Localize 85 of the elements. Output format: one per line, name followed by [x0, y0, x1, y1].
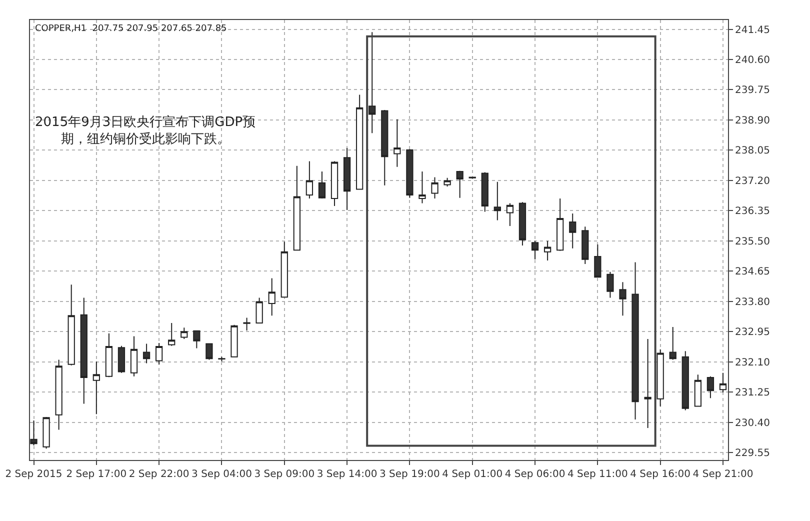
y-tick-label: 230.40: [735, 418, 770, 429]
candlestick: [418, 171, 426, 204]
y-tick-label: 232.95: [735, 327, 770, 338]
x-tick-label: 4 Sep 21:00: [692, 469, 754, 480]
candlestick: [481, 172, 488, 212]
candlestick: [518, 202, 526, 246]
y-tick-label: 241.45: [735, 24, 770, 36]
x-tick-label: 3 Sep 14:00: [316, 469, 378, 480]
candlestick: [92, 360, 100, 415]
candlestick: [406, 148, 414, 198]
y-tick-label: 239.75: [735, 85, 770, 96]
candlestick: [330, 160, 338, 207]
candlestick: [719, 372, 727, 393]
candlestick: [431, 176, 438, 200]
candlestick: [243, 317, 250, 332]
candlestick: [381, 109, 388, 186]
x-tick-label: 3 Sep 19:00: [380, 469, 440, 480]
candlestick: [682, 350, 689, 411]
candlestick: [318, 171, 326, 200]
y-tick-label: 237.20: [735, 176, 770, 187]
x-tick-label: 2 Sep 2015: [5, 469, 62, 480]
candlestick: [55, 359, 62, 430]
y-tick-label: 229.55: [735, 448, 770, 460]
y-tick-label: 238.05: [735, 146, 770, 157]
candlestick: [394, 118, 401, 168]
candlestick: [694, 374, 702, 407]
candlestick: [644, 338, 652, 428]
candlestick: [468, 176, 476, 180]
candlestick: [544, 240, 552, 261]
candlestick: [582, 226, 589, 265]
x-tick-label: 4 Sep 11:00: [567, 469, 628, 480]
candlestick: [632, 262, 639, 420]
candlestick: [142, 343, 150, 364]
candlestick: [656, 348, 664, 407]
candlestick: [506, 202, 514, 226]
candlestick: [118, 345, 126, 374]
y-tick-label: 234.65: [735, 266, 770, 278]
candlestick: [218, 356, 226, 362]
candlestick: [569, 213, 576, 249]
candlestick: [193, 330, 200, 349]
candlestick: [130, 336, 138, 377]
y-tick-label: 232.10: [735, 357, 770, 368]
candlestick: [531, 240, 539, 260]
y-tick-label: 233.80: [735, 296, 770, 308]
annotation: 2015年9月3日欧央行宣布下调GDP预期，纽约铜价受此影响下跌。: [35, 114, 256, 147]
candlestick: [42, 416, 50, 450]
y-tick-label: 236.35: [735, 206, 770, 218]
candlestick: [105, 332, 113, 378]
y-tick-label: 235.50: [735, 236, 770, 248]
candlestick: [293, 165, 300, 251]
candlestick: [669, 326, 676, 360]
x-tick-label: 4 Sep 01:00: [442, 469, 503, 480]
candlestick: [80, 297, 88, 404]
candlestick: [444, 177, 451, 187]
candlestick: [594, 244, 602, 278]
y-tick-label: 238.90: [735, 115, 770, 126]
x-tick-label: 4 Sep 06:00: [504, 469, 566, 480]
candlestick: [206, 342, 213, 360]
candlestick: [306, 160, 314, 200]
candlestick: [156, 342, 163, 365]
y-tick-label: 240.60: [735, 54, 770, 66]
candlestick: [368, 32, 376, 134]
candlestick: [356, 94, 364, 190]
candlestick: [494, 181, 501, 221]
y-tick-label: 231.25: [735, 388, 770, 399]
candlestick: [280, 241, 288, 298]
candlestick: [30, 420, 38, 446]
candlestick: [256, 297, 263, 324]
text: COPPER,H1 207.75 207.95 207.65 207.85: [35, 24, 227, 34]
candlestick: [268, 278, 276, 316]
candlestick: [343, 148, 351, 210]
candlestick: [706, 376, 714, 399]
x-tick-label: 3 Sep 04:00: [192, 469, 252, 480]
candlestick: [230, 324, 238, 358]
candlestick: [68, 284, 75, 366]
x-tick-label: 4 Sep 16:00: [630, 469, 691, 480]
x-tick-label: 2 Sep 22:00: [128, 469, 190, 480]
candlestick: [456, 170, 464, 198]
candlestick: [556, 198, 564, 252]
candlestick: [606, 271, 614, 298]
x-tick-label: 3 Sep 09:00: [254, 469, 315, 480]
candlestick: [619, 282, 626, 316]
candlestick: [168, 322, 176, 346]
x-tick-label: 2 Sep 17:00: [66, 469, 127, 480]
candlestick: [180, 327, 188, 340]
